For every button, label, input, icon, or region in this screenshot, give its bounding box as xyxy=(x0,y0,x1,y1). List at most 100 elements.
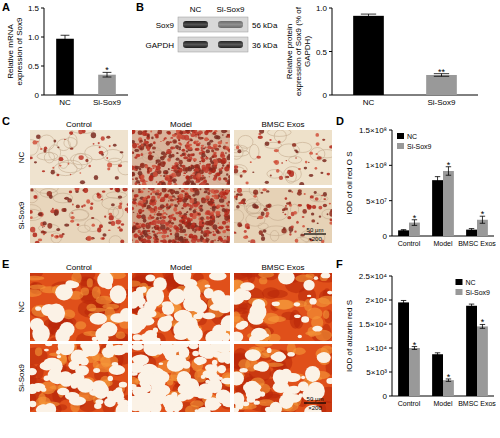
lipid-droplet xyxy=(308,162,310,163)
lipid-droplet xyxy=(221,158,226,164)
lipid-droplet xyxy=(183,204,186,207)
mineral-light xyxy=(323,310,329,319)
error-cap xyxy=(435,355,440,356)
lipid-droplet xyxy=(156,189,160,192)
lipid-droplet xyxy=(194,130,197,132)
lipid-droplet xyxy=(55,214,57,216)
lipid-droplet xyxy=(83,204,86,207)
lipid-droplet xyxy=(317,222,319,224)
lipid-droplet xyxy=(241,199,245,203)
lipid-droplet xyxy=(152,201,156,205)
lipid-droplet xyxy=(288,190,292,193)
y-tick-label: 1×10⁴ xyxy=(366,344,388,353)
lipid-droplet xyxy=(151,216,155,219)
lipid-droplet xyxy=(152,227,154,229)
lipid-droplet xyxy=(222,208,226,212)
lipid-droplet xyxy=(160,219,165,224)
blot-strip xyxy=(178,37,248,52)
unstained-area xyxy=(140,287,146,293)
lipid-droplet xyxy=(135,182,138,185)
lipid-droplet xyxy=(204,191,208,194)
lipid-droplet xyxy=(185,130,190,134)
lipid-droplet xyxy=(221,205,225,208)
bar xyxy=(398,230,409,236)
lipid-droplet xyxy=(184,135,189,141)
lipid-droplet xyxy=(62,233,65,235)
cell-outline xyxy=(72,130,94,134)
lipid-droplet xyxy=(307,205,312,210)
lipid-droplet xyxy=(72,203,74,205)
cell-outline xyxy=(294,142,312,152)
lipid-droplet xyxy=(154,212,156,214)
lipid-droplet xyxy=(212,233,216,236)
magnification-label: ×200 xyxy=(308,236,322,242)
lipid-droplet xyxy=(213,176,216,180)
lipid-droplet xyxy=(226,173,228,175)
error-cap xyxy=(469,228,474,229)
unstained-area xyxy=(298,335,302,338)
blot-strip xyxy=(178,17,248,32)
lipid-droplet xyxy=(160,197,165,202)
lipid-droplet xyxy=(314,191,317,194)
lipid-droplet xyxy=(173,218,176,221)
mineral-light xyxy=(116,331,126,339)
unstained-area xyxy=(132,314,138,326)
lipid-droplet xyxy=(194,172,196,174)
lipid-droplet xyxy=(207,142,211,146)
lipid-droplet xyxy=(191,238,196,243)
lipid-droplet xyxy=(121,223,124,226)
lipid-droplet xyxy=(50,209,54,213)
lipid-droplet xyxy=(157,183,160,185)
lane-label: Si-Sox9 xyxy=(216,5,245,14)
lipid-droplet xyxy=(98,142,100,144)
bar xyxy=(56,39,74,95)
lipid-droplet xyxy=(68,163,70,165)
lipid-droplet xyxy=(245,223,250,229)
lipid-droplet xyxy=(227,155,230,160)
lipid-droplet xyxy=(135,166,140,169)
unstained-area xyxy=(193,314,202,319)
lipid-droplet xyxy=(178,139,180,140)
lipid-droplet xyxy=(132,200,136,204)
cell-outline xyxy=(234,210,244,223)
lipid-droplet xyxy=(132,227,135,230)
lipid-droplet xyxy=(263,229,267,232)
lipid-droplet xyxy=(147,134,150,138)
cell-outline xyxy=(59,160,83,173)
lipid-droplet xyxy=(111,203,115,206)
lipid-droplet xyxy=(142,241,145,243)
unstained-area xyxy=(110,313,126,323)
lipid-droplet xyxy=(322,139,325,141)
lipid-droplet xyxy=(192,228,195,231)
bar xyxy=(466,230,477,236)
lipid-droplet xyxy=(90,206,93,210)
lipid-droplet xyxy=(179,160,183,165)
lipid-droplet xyxy=(153,141,156,144)
unstained-area xyxy=(30,368,37,375)
lipid-droplet xyxy=(143,188,146,190)
lipid-droplet xyxy=(109,215,114,220)
lipid-droplet xyxy=(102,190,106,192)
lipid-droplet xyxy=(298,168,301,170)
mineral-light xyxy=(92,286,101,299)
cell-outline xyxy=(39,135,55,150)
unstained-area xyxy=(294,302,300,306)
lipid-droplet xyxy=(38,239,42,242)
lipid-droplet xyxy=(93,143,95,145)
cell-outline xyxy=(68,134,77,147)
lipid-droplet xyxy=(147,205,151,209)
lipid-droplet xyxy=(37,141,39,143)
unstained-area xyxy=(173,273,191,285)
lipid-droplet xyxy=(323,192,327,197)
y-tick xyxy=(389,396,392,397)
lipid-droplet xyxy=(135,177,138,180)
lipid-droplet xyxy=(168,200,169,201)
stain-image xyxy=(30,130,128,185)
lipid-droplet xyxy=(168,240,171,243)
lipid-droplet xyxy=(143,225,146,228)
lipid-droplet xyxy=(219,192,223,195)
lipid-droplet xyxy=(268,206,270,208)
lipid-droplet xyxy=(236,195,238,197)
lipid-droplet xyxy=(127,203,128,206)
lipid-droplet xyxy=(201,153,205,158)
